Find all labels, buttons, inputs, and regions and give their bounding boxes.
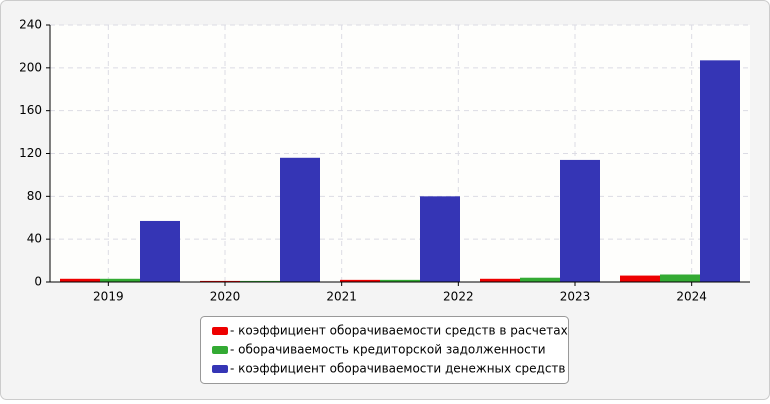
bar	[200, 280, 240, 282]
legend-label: - оборачиваемость кредиторской задолженн…	[230, 343, 546, 357]
x-tick-label: 2021	[326, 290, 357, 304]
legend-label: - коэффициент оборачиваемости средств в …	[230, 324, 568, 338]
y-tick-label: 40	[27, 232, 42, 246]
bar	[100, 278, 140, 282]
y-tick-label: 200	[19, 60, 42, 74]
bar	[660, 274, 700, 282]
bar	[240, 280, 280, 282]
y-tick-label: 0	[34, 275, 42, 289]
x-tick-label: 2024	[676, 290, 707, 304]
y-tick-label: 240	[19, 18, 42, 32]
bar	[280, 157, 320, 282]
y-tick-label: 120	[19, 146, 42, 160]
legend	[200, 316, 569, 384]
legend-swatch	[212, 327, 228, 335]
bar	[380, 279, 420, 282]
bar	[520, 277, 560, 282]
x-tick-label: 2019	[93, 290, 124, 304]
y-tick-label: 80	[27, 189, 42, 203]
legend-label: - коэффициент оборачиваемости денежных с…	[230, 362, 566, 376]
bar	[60, 278, 100, 282]
legend-swatch	[212, 346, 228, 354]
bar	[340, 279, 380, 282]
bar	[620, 275, 660, 282]
bar	[480, 278, 520, 282]
bar	[560, 159, 600, 282]
x-tick-label: 2020	[210, 290, 241, 304]
y-tick-label: 160	[19, 103, 42, 117]
x-tick-label: 2022	[443, 290, 474, 304]
bar	[420, 196, 460, 282]
legend-swatch	[212, 365, 228, 373]
bar	[700, 60, 740, 283]
bar	[140, 220, 180, 282]
x-tick-label: 2023	[560, 290, 591, 304]
